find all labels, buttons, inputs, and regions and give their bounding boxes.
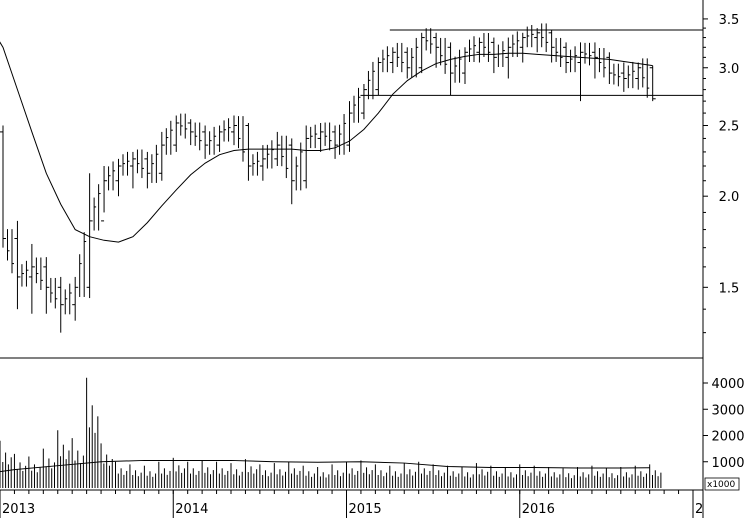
x-axis-year-label: 2016 — [522, 502, 555, 517]
price-bar — [534, 28, 541, 53]
price-bar — [620, 62, 627, 92]
price-bar — [418, 32, 425, 74]
volume-unit-label: x1000 — [707, 480, 736, 490]
price-bar — [303, 125, 310, 189]
price-bar — [317, 122, 324, 152]
price-bar — [433, 32, 440, 68]
price-bar — [216, 125, 223, 152]
price-bar — [231, 115, 237, 146]
price-bar — [476, 37, 483, 63]
price-bar — [346, 101, 353, 152]
price-bar — [14, 220, 21, 310]
price-bar — [72, 276, 79, 321]
price-bar — [43, 257, 50, 314]
volume-panel — [0, 377, 662, 488]
moving-average-line — [0, 41, 653, 243]
x-axis-year-label: 2 — [695, 502, 703, 517]
price-bar — [635, 62, 642, 90]
price-bar — [591, 42, 598, 79]
price-bar — [462, 47, 468, 85]
price-y-tick-label: 2.5 — [719, 120, 740, 135]
volume-y-tick-label: 3000 — [711, 403, 744, 418]
price-bar — [115, 158, 122, 197]
price-bar — [57, 276, 64, 333]
price-bar — [129, 151, 136, 189]
price-bar — [505, 37, 512, 79]
price-bar — [577, 42, 584, 102]
price-bar — [144, 151, 151, 189]
price-bar — [187, 119, 194, 146]
price-bar — [490, 37, 497, 74]
price-bar — [389, 47, 396, 74]
price-bar — [259, 145, 266, 181]
volume-average-line — [0, 459, 650, 473]
x-axis-year-label: 2013 — [2, 502, 35, 517]
price-bar — [0, 125, 6, 248]
price-bar — [101, 165, 108, 222]
price-y-tick-label: 3.0 — [719, 62, 740, 77]
volume-y-tick-label: 4000 — [711, 377, 744, 392]
price-y-tick-label: 2.0 — [719, 190, 740, 205]
price-bar — [519, 32, 526, 63]
price-bar — [158, 131, 165, 181]
price-bar — [606, 52, 613, 85]
price-bar — [28, 243, 35, 314]
price-y-tick-label: 1.5 — [719, 281, 740, 296]
price-bar — [360, 84, 367, 120]
price-y-tick-label: 3.5 — [719, 13, 740, 28]
axis-labels: 3.5 3.0 2.5 2.0 1.5 4000 3000 2000 1000 x1000 2013… — [2, 13, 745, 517]
price-bar — [375, 57, 382, 96]
volume-unit-box — [704, 477, 740, 491]
price-bar — [86, 173, 93, 299]
price-bar — [173, 115, 180, 152]
price-bar — [447, 42, 454, 96]
x-axis-year-label: 2014 — [175, 502, 208, 517]
x-axis-year-label: 2015 — [349, 502, 382, 517]
price-panel — [0, 23, 703, 333]
price-bar — [332, 125, 339, 159]
price-bar — [245, 122, 252, 181]
price-bar — [202, 125, 209, 159]
price-bar — [548, 29, 555, 63]
volume-y-tick-label: 2000 — [711, 430, 744, 445]
price-bar — [404, 47, 411, 79]
volume-y-tick-label: 1000 — [711, 456, 744, 471]
price-bar — [563, 42, 570, 74]
